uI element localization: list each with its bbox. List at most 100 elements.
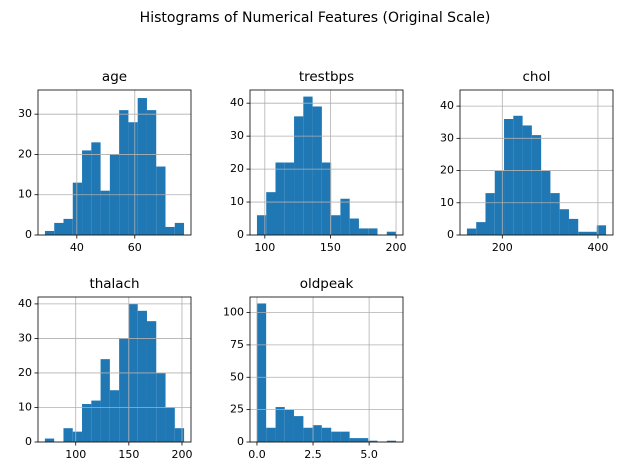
bar: [165, 226, 175, 235]
y-tick-label: 30: [230, 129, 244, 142]
bar: [82, 150, 92, 235]
bar: [266, 427, 276, 442]
bar: [587, 231, 597, 235]
axes-frame: [459, 89, 614, 236]
bar: [476, 222, 486, 235]
bar: [349, 218, 359, 235]
x-tick-label: 100: [65, 448, 86, 461]
bar: [293, 416, 304, 442]
axes-title: age: [102, 69, 127, 85]
x-tick-label: 40: [70, 241, 84, 254]
bar: [340, 198, 350, 235]
x-tick-label: 200: [386, 241, 407, 254]
y-tick-label: 20: [18, 366, 32, 379]
bar: [119, 338, 129, 442]
axes-title: oldpeak: [300, 276, 354, 292]
axes-frame: [37, 89, 192, 236]
bar: [358, 228, 369, 235]
bar: [340, 431, 350, 442]
bar: [522, 125, 532, 235]
bar: [349, 438, 360, 442]
bar: [368, 440, 378, 442]
subplot: 0 10 20 30 40 200 400 chol: [440, 69, 614, 254]
bar: [559, 209, 569, 235]
bar: [100, 190, 110, 235]
y-tick-label: 40: [18, 297, 32, 310]
bar: [504, 119, 514, 235]
y-tick-label: 25: [230, 403, 244, 416]
y-tick-label: 10: [18, 400, 32, 413]
bar: [578, 231, 588, 235]
axes-frame: [249, 89, 404, 236]
y-tick-label: 10: [18, 188, 32, 201]
bar: [137, 98, 147, 235]
bar: [146, 110, 157, 235]
y-tick-label: 100: [223, 306, 244, 319]
bar: [44, 230, 55, 235]
bar: [331, 215, 341, 235]
bar: [137, 310, 147, 442]
bar: [303, 427, 313, 442]
x-tick-label: 400: [587, 241, 608, 254]
y-tick-label: 0: [237, 228, 244, 241]
bar: [331, 431, 341, 442]
y-tick-label: 0: [25, 435, 32, 448]
bar: [321, 427, 332, 442]
x-tick-label: 0.0: [248, 448, 266, 461]
y-tick-label: 40: [440, 99, 454, 112]
y-tick-label: 0: [447, 228, 454, 241]
bar: [531, 135, 542, 235]
x-tick-label: 5.0: [360, 448, 378, 461]
y-tick-label: 20: [440, 164, 454, 177]
bar: [466, 228, 477, 235]
bar: [284, 162, 295, 235]
y-tick-label: 30: [18, 331, 32, 344]
axes-frame: [37, 296, 192, 443]
bar: [275, 162, 285, 235]
subplot: 0 10 20 30 40 100 150 200 trestbps: [230, 69, 407, 254]
bar: [256, 303, 267, 442]
bar: [568, 218, 579, 235]
y-tick-label: 0: [237, 435, 244, 448]
bar: [294, 116, 304, 235]
x-tick-label: 200: [492, 241, 513, 254]
bar: [275, 407, 285, 442]
bar: [72, 431, 83, 442]
x-tick-label: 150: [320, 241, 341, 254]
bar: [312, 425, 322, 442]
axes-title: thalach: [89, 276, 139, 292]
subplot: 0 10 20 30 40 100 150 200 thalach: [18, 276, 192, 461]
bar: [63, 218, 73, 235]
bar: [485, 193, 495, 235]
bar: [128, 122, 138, 235]
x-tick-label: 100: [254, 241, 275, 254]
bar: [312, 106, 322, 236]
x-tick-label: 2.5: [304, 448, 322, 461]
bar: [386, 440, 397, 442]
bar: [368, 228, 378, 235]
bar: [82, 404, 92, 442]
bar: [386, 231, 397, 235]
x-tick-label: 60: [128, 241, 142, 254]
x-tick-label: 200: [171, 448, 192, 461]
y-tick-label: 10: [440, 196, 454, 209]
bar: [100, 359, 110, 442]
subplot: 0 10 20 30 40 60 age: [18, 69, 192, 254]
bar: [513, 115, 523, 235]
y-tick-label: 40: [230, 96, 244, 109]
y-tick-label: 75: [230, 338, 244, 351]
bar: [266, 192, 276, 235]
figure-title: Histograms of Numerical Features (Origin…: [140, 10, 491, 26]
bar: [596, 225, 607, 235]
bar: [174, 428, 185, 442]
subplot: 0 25 50 75 100 0.0 2.5 5.0 oldpeak: [223, 276, 404, 461]
bar: [284, 409, 294, 442]
y-tick-label: 20: [230, 162, 244, 175]
bar: [165, 407, 175, 442]
bar: [119, 110, 129, 235]
bar: [91, 142, 101, 235]
y-tick-label: 30: [440, 131, 454, 144]
y-tick-label: 0: [25, 228, 32, 241]
bar: [174, 222, 185, 235]
